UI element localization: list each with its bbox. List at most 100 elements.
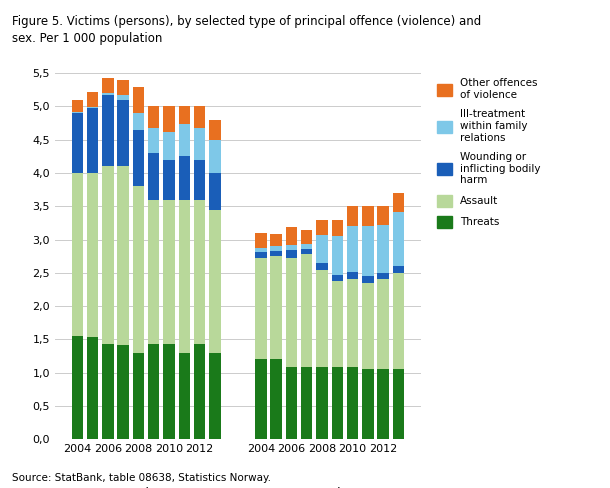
Bar bbox=[133, 86, 144, 113]
Bar bbox=[393, 273, 404, 369]
Bar bbox=[194, 160, 206, 200]
Bar bbox=[317, 367, 328, 439]
Bar bbox=[148, 344, 159, 439]
Bar bbox=[163, 132, 175, 160]
Bar bbox=[255, 359, 267, 439]
Bar bbox=[133, 130, 144, 186]
Bar bbox=[378, 225, 389, 273]
Bar bbox=[194, 200, 206, 344]
Bar bbox=[194, 106, 206, 128]
Bar bbox=[378, 273, 389, 280]
Bar bbox=[362, 276, 374, 283]
Bar bbox=[87, 108, 98, 173]
Bar bbox=[209, 120, 221, 140]
Bar bbox=[362, 206, 374, 226]
Bar bbox=[118, 80, 129, 95]
Bar bbox=[378, 280, 389, 369]
Bar bbox=[163, 160, 175, 200]
Bar bbox=[332, 281, 343, 367]
Bar bbox=[102, 93, 113, 95]
Text: Figure 5. Victims (persons), by selected type of principal offence (violence) an: Figure 5. Victims (persons), by selected… bbox=[12, 15, 481, 44]
Bar bbox=[270, 256, 282, 359]
Bar bbox=[347, 206, 358, 226]
Bar bbox=[362, 283, 374, 369]
Bar bbox=[317, 269, 328, 367]
Bar bbox=[179, 156, 190, 200]
Bar bbox=[285, 258, 297, 367]
Bar bbox=[393, 369, 404, 439]
Bar bbox=[332, 276, 343, 281]
Bar bbox=[87, 173, 98, 337]
Text: Females: Females bbox=[304, 487, 356, 488]
Bar bbox=[102, 344, 113, 439]
Bar bbox=[102, 95, 113, 166]
Bar bbox=[209, 140, 221, 173]
Bar bbox=[362, 226, 374, 276]
Bar bbox=[270, 359, 282, 439]
Bar bbox=[87, 337, 98, 439]
Bar bbox=[393, 212, 404, 266]
Bar bbox=[393, 266, 404, 273]
Bar bbox=[209, 173, 221, 210]
Bar bbox=[87, 107, 98, 108]
Bar bbox=[71, 112, 83, 113]
Bar bbox=[71, 173, 83, 336]
Legend: Other offences
of violence, Ill-treatment
within family
relations, Wounding or
i: Other offences of violence, Ill-treatmen… bbox=[437, 79, 540, 228]
Bar bbox=[255, 247, 267, 252]
Bar bbox=[332, 236, 343, 276]
Bar bbox=[378, 206, 389, 225]
Bar bbox=[301, 249, 312, 254]
Bar bbox=[179, 124, 190, 156]
Bar bbox=[179, 353, 190, 439]
Bar bbox=[270, 246, 282, 251]
Bar bbox=[133, 353, 144, 439]
Bar bbox=[102, 78, 113, 93]
Bar bbox=[71, 113, 83, 173]
Bar bbox=[255, 252, 267, 258]
Bar bbox=[71, 100, 83, 112]
Bar bbox=[285, 367, 297, 439]
Bar bbox=[133, 113, 144, 130]
Bar bbox=[317, 235, 328, 263]
Bar bbox=[118, 345, 129, 439]
Bar bbox=[194, 128, 206, 160]
Bar bbox=[148, 128, 159, 153]
Text: Source: StatBank, table 08638, Statistics Norway.: Source: StatBank, table 08638, Statistic… bbox=[12, 473, 271, 483]
Bar bbox=[163, 106, 175, 132]
Bar bbox=[332, 220, 343, 236]
Bar bbox=[209, 210, 221, 353]
Bar bbox=[148, 200, 159, 344]
Bar bbox=[133, 186, 144, 353]
Bar bbox=[209, 353, 221, 439]
Bar bbox=[317, 263, 328, 269]
Bar bbox=[301, 244, 312, 249]
Bar bbox=[163, 344, 175, 439]
Bar bbox=[270, 234, 282, 246]
Bar bbox=[179, 106, 190, 124]
Bar bbox=[347, 367, 358, 439]
Bar bbox=[301, 367, 312, 439]
Bar bbox=[347, 226, 358, 271]
Bar bbox=[148, 106, 159, 128]
Bar bbox=[194, 344, 206, 439]
Bar bbox=[285, 249, 297, 258]
Bar bbox=[255, 233, 267, 247]
Bar bbox=[285, 227, 297, 245]
Bar bbox=[270, 251, 282, 256]
Bar bbox=[301, 254, 312, 367]
Bar bbox=[118, 166, 129, 345]
Text: Males: Males bbox=[128, 487, 164, 488]
Bar bbox=[378, 369, 389, 439]
Bar bbox=[301, 229, 312, 244]
Bar bbox=[118, 100, 129, 166]
Bar bbox=[71, 336, 83, 439]
Bar bbox=[285, 245, 297, 249]
Bar bbox=[332, 367, 343, 439]
Bar bbox=[179, 200, 190, 353]
Bar bbox=[163, 200, 175, 344]
Bar bbox=[118, 95, 129, 100]
Bar bbox=[362, 369, 374, 439]
Bar bbox=[317, 220, 328, 235]
Bar bbox=[102, 166, 113, 344]
Bar bbox=[347, 271, 358, 280]
